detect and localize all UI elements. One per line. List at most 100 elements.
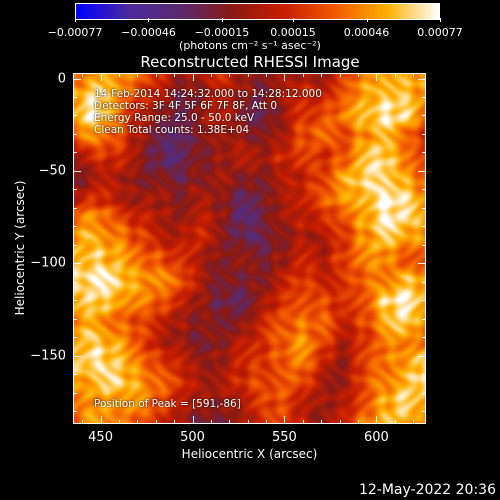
annotation-detectors: Detectors: 3F 4F 5F 6F 7F 8F, Att 0 [94, 100, 278, 112]
y-minor-tick [73, 374, 77, 376]
x-major-tick [284, 73, 286, 81]
y-minor-tick [422, 281, 426, 283]
x-minor-tick [229, 73, 231, 77]
x-minor-tick [174, 73, 176, 77]
colorbar-tick-label: 0.00015 [270, 26, 316, 39]
annotation-time-range: 14-Feb-2014 14:24:32.000 to 14:28:12.000 [94, 88, 322, 100]
x-minor-tick [247, 420, 249, 424]
y-major-tick [73, 78, 81, 80]
x-minor-tick [339, 420, 341, 424]
y-minor-tick [422, 300, 426, 302]
colorbar [75, 3, 440, 20]
x-minor-tick [137, 73, 139, 77]
x-major-tick [376, 73, 378, 81]
x-minor-tick [210, 420, 212, 424]
y-minor-tick [422, 392, 426, 394]
x-minor-tick [100, 73, 102, 77]
x-minor-tick [394, 73, 396, 77]
y-minor-tick [73, 300, 77, 302]
x-minor-tick [247, 73, 249, 77]
y-minor-tick [73, 244, 77, 246]
y-minor-tick [73, 97, 77, 99]
y-minor-tick [73, 78, 77, 80]
x-minor-tick [174, 420, 176, 424]
colorbar-tick [366, 18, 368, 22]
y-minor-tick [73, 411, 77, 413]
colorbar-tick [148, 18, 150, 22]
colorbar-units: (photons cm⁻² s⁻¹ asec⁻²) [179, 39, 321, 52]
x-major-tick [192, 73, 194, 81]
x-minor-tick [266, 73, 268, 77]
y-minor-tick [73, 392, 77, 394]
x-tick-label: 450 [88, 430, 113, 445]
y-minor-tick [422, 374, 426, 376]
y-minor-tick [73, 133, 77, 135]
x-minor-tick [394, 420, 396, 424]
y-minor-tick [422, 133, 426, 135]
x-minor-tick [413, 420, 415, 424]
x-minor-tick [210, 73, 212, 77]
x-minor-tick [284, 73, 286, 77]
y-minor-tick [422, 189, 426, 191]
x-minor-tick [118, 73, 120, 77]
x-major-tick [100, 73, 102, 81]
x-tick-label: 600 [363, 430, 389, 445]
y-minor-tick [422, 170, 426, 172]
x-minor-tick [118, 420, 120, 424]
timestamp: 12-May-2022 20:36 [358, 482, 496, 498]
colorbar-tick [293, 18, 295, 22]
y-minor-tick [73, 318, 77, 320]
y-tick-label: −150 [30, 348, 66, 364]
plot-area: 14-Feb-2014 14:24:32.000 to 14:28:12.000… [73, 73, 426, 424]
y-minor-tick [73, 263, 77, 265]
y-minor-tick [73, 226, 77, 228]
heatmap-image [74, 74, 425, 423]
y-minor-tick [422, 97, 426, 99]
x-minor-tick [357, 420, 359, 424]
chart-title: Reconstructed RHESSI Image [140, 53, 360, 71]
y-minor-tick [422, 226, 426, 228]
x-minor-tick [376, 73, 378, 77]
x-minor-tick [100, 420, 102, 424]
y-minor-tick [73, 355, 77, 357]
x-minor-tick [155, 420, 157, 424]
x-minor-tick [302, 420, 304, 424]
x-tick-label: 500 [180, 430, 205, 445]
x-minor-tick [192, 420, 194, 424]
y-tick-label: 0 [57, 71, 66, 87]
x-minor-tick [321, 73, 323, 77]
y-minor-tick [422, 244, 426, 246]
colorbar-tick-label: −0.00077 [47, 26, 103, 39]
colorbar-tick-label: −0.00015 [194, 26, 250, 39]
y-minor-tick [422, 152, 426, 154]
x-minor-tick [339, 73, 341, 77]
y-axis-label: Heliocentric Y (arcsec) [13, 180, 27, 316]
y-minor-tick [73, 152, 77, 154]
colorbar-tick-label: 0.00046 [343, 26, 390, 39]
x-minor-tick [321, 420, 323, 424]
colorbar-tick-label: 0.00077 [417, 26, 463, 39]
x-minor-tick [302, 73, 304, 77]
annotation-energy: Energy Range: 25.0 - 50.0 keV [94, 112, 255, 124]
y-minor-tick [422, 115, 426, 117]
y-minor-tick [422, 355, 426, 357]
y-minor-tick [422, 78, 426, 80]
x-minor-tick [376, 420, 378, 424]
y-minor-tick [73, 207, 77, 209]
colorbar-tick [75, 18, 76, 22]
x-minor-tick [82, 420, 84, 424]
x-minor-tick [284, 420, 286, 424]
y-major-tick [73, 355, 81, 357]
x-minor-tick [192, 73, 194, 77]
x-minor-tick [413, 73, 415, 77]
annotation-clean: Clean Total counts: 1.38E+04 [94, 124, 250, 136]
y-minor-tick [422, 337, 426, 339]
x-minor-tick [137, 420, 139, 424]
y-minor-tick [422, 263, 426, 265]
y-minor-tick [73, 189, 77, 191]
annotation-peak: Position of Peak = [591,-86] [94, 398, 241, 410]
x-minor-tick [357, 73, 359, 77]
y-tick-label: −100 [30, 255, 66, 271]
x-minor-tick [155, 73, 157, 77]
y-minor-tick [73, 337, 77, 339]
